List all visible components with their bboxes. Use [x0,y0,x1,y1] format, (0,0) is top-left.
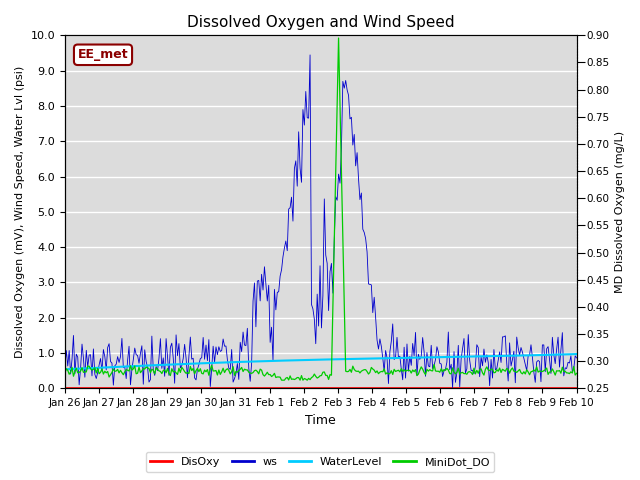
Y-axis label: Dissolved Oxygen (mV), Wind Speed, Water Lvl (psi): Dissolved Oxygen (mV), Wind Speed, Water… [15,66,25,358]
Legend: DisOxy, ws, WaterLevel, MiniDot_DO: DisOxy, ws, WaterLevel, MiniDot_DO [145,452,495,472]
X-axis label: Time: Time [305,414,336,427]
Text: EE_met: EE_met [77,48,129,61]
Y-axis label: MD Dissolved Oxygen (mg/L): MD Dissolved Oxygen (mg/L) [615,131,625,293]
Title: Dissolved Oxygen and Wind Speed: Dissolved Oxygen and Wind Speed [187,15,454,30]
